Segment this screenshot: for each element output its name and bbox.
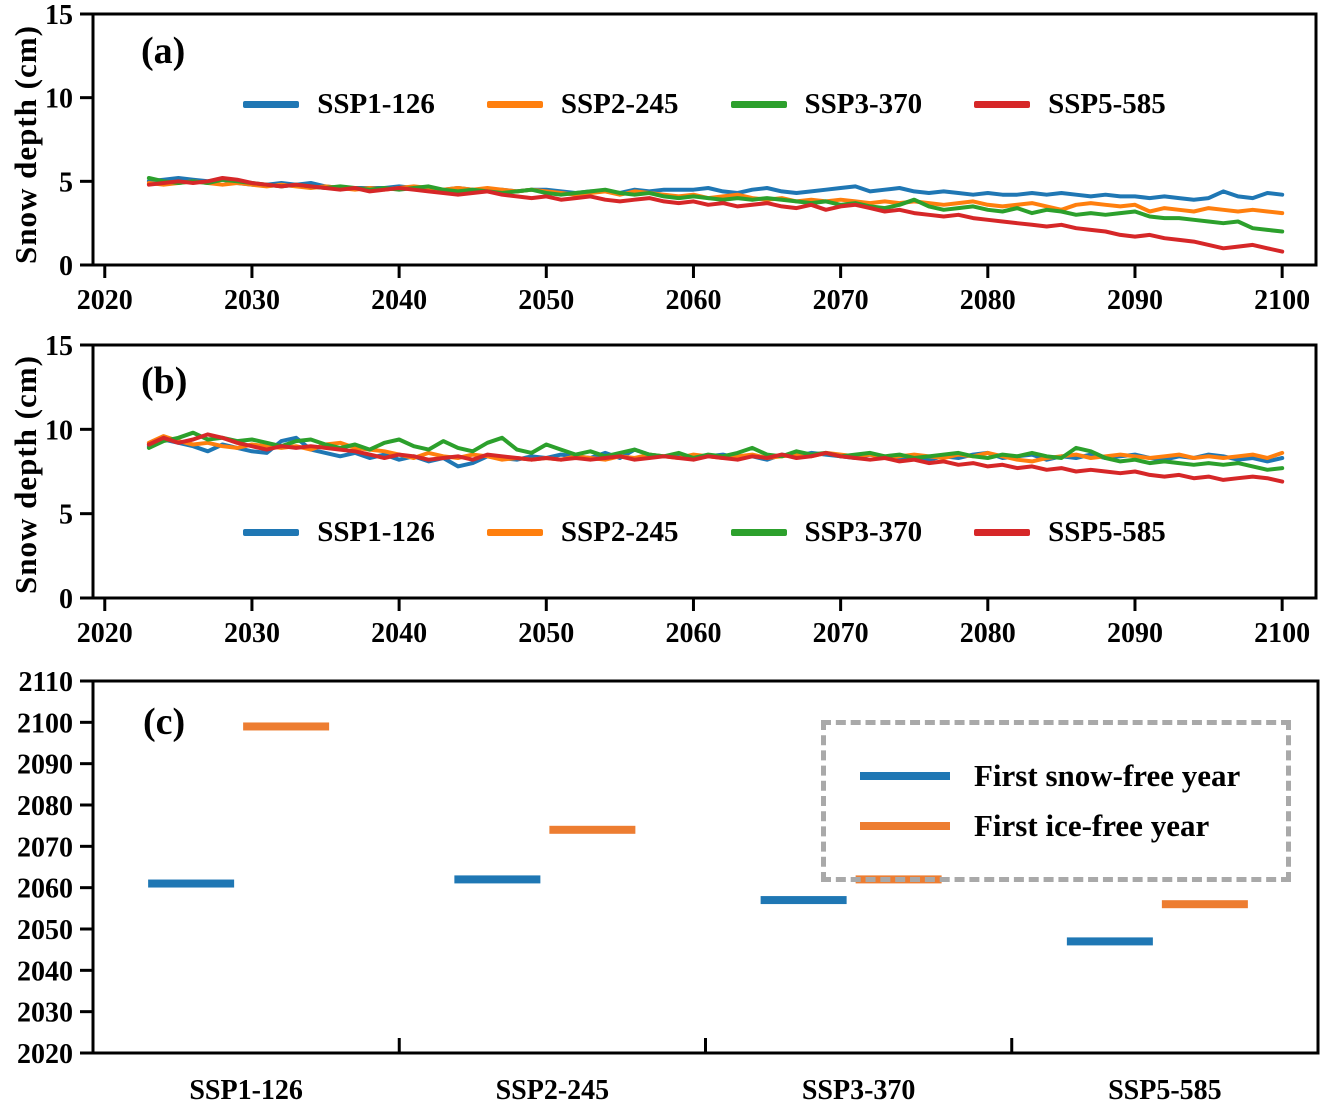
plot-border (91, 12, 1318, 267)
legend-item-ssp5: SSP5-585 (974, 516, 1166, 549)
legend-item-snow-free: First snow-free year (860, 758, 1286, 794)
series-line-SSP3-370 (146, 176, 1285, 234)
y-tick-label: 15 (45, 331, 73, 362)
legend-label-ssp1: SSP1-126 (317, 515, 435, 548)
x-tick-label: 2020 (77, 285, 133, 316)
x-tick-label: 2090 (1107, 285, 1163, 316)
legend-item-ssp2: SSP2-245 (486, 515, 679, 549)
ssp3-line-swatch-icon (730, 528, 787, 536)
y-tick-label: 2100 (17, 708, 73, 739)
ssp2-line-swatch-icon (486, 528, 543, 536)
y-tick-label: 2050 (17, 915, 73, 946)
legend-label-ssp2: SSP2-245 (560, 515, 679, 548)
x-tick-label: 2100 (1254, 618, 1310, 649)
x-tick-label: 2050 (518, 285, 574, 316)
panel-a-legend: SSP1-126 SSP2-245 SSP3-370 SSP5-585 (93, 84, 1316, 124)
panel-b-label: (b) (141, 360, 188, 402)
category-label: SSP3-370 (802, 1075, 916, 1100)
x-tick-label: 2030 (224, 618, 280, 649)
ssp1-line-swatch-icon (243, 528, 300, 536)
ice-free-line-swatch-icon (860, 822, 950, 830)
series-line-SSP5-585 (146, 432, 1285, 484)
legend-item-ssp2: SSP2-245 (486, 87, 679, 121)
x-tick-label: 2060 (665, 285, 721, 316)
y-tick-label: 0 (59, 584, 73, 615)
panel-c-chart: 2020 2030 2040 2050 2060 2070 2080 2090 2100 2110… (17, 667, 1320, 1100)
y-tick-label: 5 (59, 500, 73, 531)
y-tick-label: 0 (59, 251, 73, 282)
x-tick-label: 2020 (77, 618, 133, 649)
legend-label-ssp2: SSP2-245 (560, 87, 679, 120)
panel-b-chart: 2020 2030 2040 2050 2060 2070 2080 2090 2100 0 5 10… (45, 331, 1318, 649)
category-label: SSP1-126 (189, 1075, 303, 1100)
legend-item-ssp3: SSP3-370 (730, 87, 923, 121)
legend-label-ssp5: SSP5-585 (1048, 515, 1166, 548)
ssp5-line-swatch-icon (974, 100, 1031, 108)
panel-b-legend: SSP1-126 SSP2-245 SSP3-370 SSP5-585 (93, 512, 1316, 552)
snow-free-line-swatch-icon (860, 772, 950, 780)
marker-First snow-free year (148, 879, 235, 888)
marker-First snow-free year (454, 875, 541, 884)
plot-border (91, 343, 1318, 600)
y-tick-label: 2090 (17, 750, 73, 781)
legend-item-ssp1: SSP1-126 (243, 516, 435, 549)
y-tick-label: 2030 (17, 998, 73, 1029)
marker-First ice-free year (549, 825, 636, 834)
series-line-SSP5-585 (146, 176, 1285, 254)
legend-item-ice-free: First ice-free year (860, 808, 1286, 844)
y-tick-label: 2110 (19, 667, 73, 698)
legend-item-ssp5: SSP5-585 (974, 88, 1166, 121)
x-tick-label: 2080 (960, 618, 1016, 649)
category-label: SSP2-245 (496, 1075, 610, 1100)
y-tick-label: 10 (45, 415, 73, 446)
y-tick-label: 2070 (17, 832, 73, 863)
ssp2-line-swatch-icon (486, 100, 543, 108)
x-tick-label: 2070 (813, 285, 869, 316)
legend-item-ssp3: SSP3-370 (730, 515, 923, 549)
legend-item-ssp1: SSP1-126 (243, 88, 435, 121)
legend-label-ssp3: SSP3-370 (804, 515, 923, 548)
plot-border (91, 679, 1320, 1055)
y-tick-label: 15 (45, 0, 73, 31)
legend-label-ssp3: SSP3-370 (804, 87, 923, 120)
legend-label-ssp1: SSP1-126 (317, 87, 435, 120)
panel-c-label: (c) (143, 701, 186, 743)
x-tick-label: 2030 (224, 285, 280, 316)
legend-label-ice-free: First ice-free year (974, 808, 1210, 843)
y-tick-label: 10 (45, 84, 73, 115)
x-tick-label: 2090 (1107, 618, 1163, 649)
marker-First ice-free year (243, 722, 330, 731)
legend-label-snow-free: First snow-free year (974, 758, 1241, 793)
x-tick-label: 2070 (813, 618, 869, 649)
ssp1-line-swatch-icon (243, 100, 300, 108)
y-tick-label: 2040 (17, 956, 73, 987)
y-tick-label: 2080 (17, 791, 73, 822)
y-tick-label: 2020 (17, 1039, 73, 1070)
x-tick-label: 2080 (960, 285, 1016, 316)
y-tick-label: 2060 (17, 874, 73, 905)
legend-label-ssp5: SSP5-585 (1048, 87, 1166, 120)
x-tick-label: 2040 (371, 618, 427, 649)
marker-First snow-free year (1066, 937, 1153, 946)
ssp3-line-swatch-icon (730, 100, 787, 108)
x-tick-label: 2040 (371, 285, 427, 316)
y-tick-label: 5 (59, 167, 73, 198)
panel-c-legend-box: First snow-free year First ice-free year (821, 720, 1291, 882)
panel-a-label: (a) (141, 30, 186, 72)
category-label: SSP5-585 (1108, 1075, 1222, 1100)
x-tick-label: 2100 (1254, 285, 1310, 316)
ssp5-line-swatch-icon (974, 528, 1031, 536)
marker-First snow-free year (760, 896, 847, 905)
x-tick-label: 2060 (665, 618, 721, 649)
x-tick-label: 2050 (518, 618, 574, 649)
marker-First ice-free year (1161, 900, 1248, 909)
panel-a-chart: 2020 2030 2040 2050 2060 2070 2080 2090 2100 0 5 10… (45, 0, 1318, 316)
